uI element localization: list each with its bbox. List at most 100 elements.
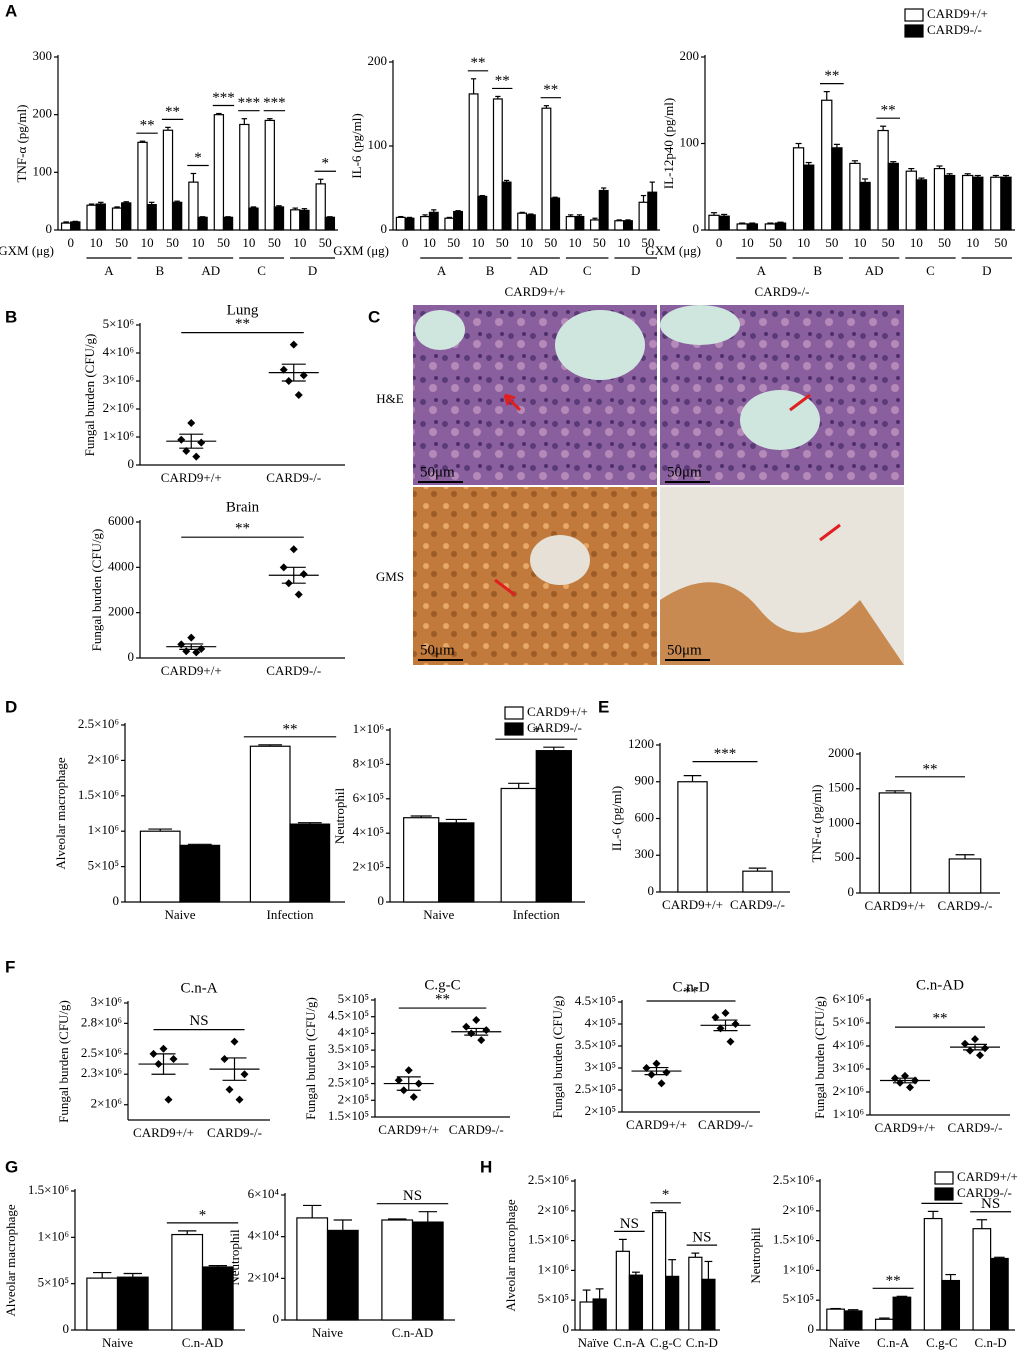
- panel-label: E: [598, 697, 609, 716]
- y-axis-label: Fungal burden (CFU/g): [82, 334, 97, 457]
- bar: [501, 181, 512, 231]
- bar: [589, 219, 600, 231]
- y-tick-label: 100: [33, 163, 53, 178]
- significance-label: **: [881, 103, 896, 119]
- y-tick-label: 1×10⁶: [783, 1261, 814, 1276]
- bar: [688, 1256, 703, 1331]
- x-tick-label: 50: [825, 235, 838, 250]
- data-point: [299, 371, 308, 380]
- x-tick-label: C.g-C: [650, 1335, 681, 1350]
- bar: [859, 181, 871, 231]
- bar: [403, 817, 440, 903]
- bar: [477, 195, 488, 231]
- bar: [579, 1301, 594, 1331]
- y-tick-label: 2×10⁶: [103, 400, 134, 415]
- x-tick-label: CARD9-/-: [730, 897, 785, 912]
- y-tick-label: 3.5×10⁵: [328, 1041, 369, 1056]
- legend-swatch: [504, 722, 524, 736]
- y-tick-label: 0: [113, 893, 120, 908]
- bar: [70, 221, 81, 231]
- data-point: [225, 1085, 234, 1094]
- y-axis-label: Neutrophil: [227, 1229, 242, 1286]
- y-axis-label: Fungal burden (CFU/g): [303, 997, 318, 1120]
- bar: [718, 215, 730, 231]
- x-tick-label: 50: [882, 235, 895, 250]
- bar: [525, 214, 536, 231]
- group-label: C: [257, 263, 266, 278]
- y-tick-label: 2×10⁵: [338, 1091, 369, 1106]
- data-point: [289, 340, 298, 349]
- x-tick-label: 0: [716, 235, 723, 250]
- data-point: [182, 447, 191, 455]
- y-tick-label: 6×10⁴: [248, 1186, 280, 1201]
- x-tick-label: 50: [769, 235, 782, 250]
- bar: [222, 216, 234, 231]
- scale-bar-label: 50μm: [667, 464, 702, 480]
- y-axis-label: TNF-α (pg/ml): [14, 105, 29, 183]
- y-tick-label: 2.5×10⁶: [528, 1172, 569, 1187]
- y-tick-label: 2.5×10⁵: [328, 1075, 369, 1090]
- data-point: [294, 391, 303, 399]
- bar: [468, 93, 479, 231]
- significance-label: **: [283, 721, 298, 737]
- significance-label: **: [140, 118, 155, 134]
- x-tick-label: 10: [966, 235, 979, 250]
- y-axis-label: Neutrophil: [332, 787, 347, 844]
- data-point: [731, 1020, 740, 1028]
- bar: [877, 129, 889, 231]
- x-tick-label: 50: [166, 235, 179, 250]
- significance-label: *: [662, 1187, 670, 1203]
- y-axis-label: TNF-α (pg/ml): [809, 785, 824, 863]
- y-tick-label: 1×10⁶: [833, 1106, 864, 1121]
- y-tick-label: 1×10⁶: [353, 721, 384, 736]
- bar: [444, 217, 455, 231]
- y-axis-label: Fungal burden (CFU/g): [550, 996, 565, 1119]
- y-tick-label: 2000: [108, 604, 134, 619]
- y-tick-label: 2.8×10⁶: [81, 1014, 122, 1029]
- y-tick-label: 3×10⁶: [103, 372, 134, 387]
- bar: [574, 215, 585, 231]
- data-point: [177, 435, 186, 444]
- scale-bar-label: 50μm: [667, 642, 702, 658]
- x-tick-label: 10: [617, 235, 630, 250]
- y-axis-label: IL-12p40 (pg/ml): [661, 98, 676, 189]
- y-tick-label: 4.5×10⁵: [575, 993, 616, 1008]
- data-point: [192, 452, 201, 461]
- significance-label: **: [165, 104, 180, 120]
- y-tick-label: 2.3×10⁶: [81, 1065, 122, 1080]
- tissue: [660, 582, 904, 665]
- bar: [615, 1250, 630, 1331]
- group-label: A: [437, 263, 447, 278]
- significance-label: **: [235, 316, 250, 332]
- bar: [972, 1228, 992, 1331]
- data-point: [462, 1022, 471, 1031]
- bar: [961, 174, 974, 231]
- x-tick-label: 10: [192, 235, 205, 250]
- x-tick-label: CARD9-/-: [449, 1122, 504, 1137]
- x-tick-label: 10: [471, 235, 484, 250]
- group-label: A: [104, 263, 114, 278]
- bar: [878, 792, 912, 894]
- x-tick-label: 10: [423, 235, 436, 250]
- y-tick-label: 2×10⁶: [833, 1083, 864, 1098]
- group-label: AD: [201, 263, 220, 278]
- y-axis-label: Fungal burden (CFU/g): [56, 1000, 71, 1123]
- y-tick-label: 0: [378, 893, 385, 908]
- bar: [535, 750, 572, 903]
- scale-bar-label: 50μm: [420, 464, 455, 480]
- bar: [622, 220, 633, 231]
- x-tick-label: CARD9+/+: [662, 897, 723, 912]
- significance-label: **: [824, 68, 839, 84]
- x-tick-label: 50: [217, 235, 230, 250]
- chart-title: C.g-C: [424, 977, 460, 993]
- x-tick-label: C.n-D: [686, 1335, 718, 1350]
- y-tick-label: 0: [128, 649, 135, 664]
- bar: [162, 129, 174, 231]
- bar: [121, 202, 132, 231]
- y-tick-label: 500: [835, 849, 855, 864]
- bar: [517, 212, 528, 231]
- y-tick-label: 2×10⁴: [248, 1269, 280, 1284]
- data-point: [187, 633, 196, 642]
- bar: [326, 1229, 359, 1321]
- row-label: GMS: [376, 569, 404, 584]
